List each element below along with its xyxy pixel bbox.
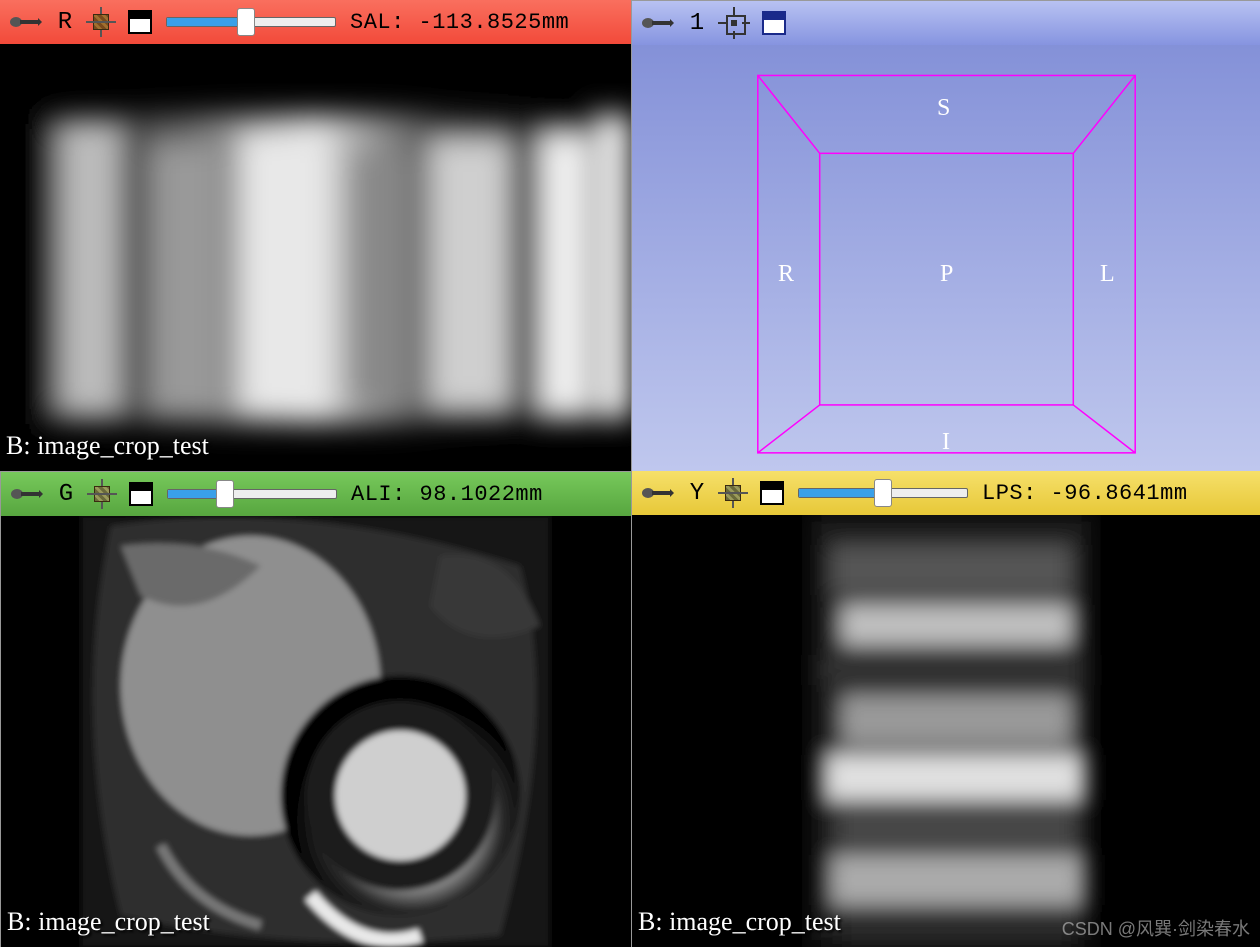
scan-image-yellow	[632, 515, 1260, 947]
readout-value: -96.8641mm	[1051, 481, 1188, 506]
pane-3d: 1 S I R L P	[631, 0, 1260, 471]
axis-letter-green: G	[57, 481, 75, 508]
center-view-icon[interactable]	[720, 9, 748, 37]
toolbar-3d: 1	[632, 1, 1260, 45]
layout-icon[interactable]	[129, 482, 153, 506]
pin-icon[interactable]	[640, 484, 674, 502]
readout-value: 98.1022mm	[420, 482, 543, 507]
cube-label-r: R	[778, 261, 794, 288]
overlay-label-red: B: image_crop_test	[6, 431, 209, 461]
watermark: CSDN @风巽·剑染春水	[1062, 915, 1250, 941]
readout-green: ALI: 98.1022mm	[351, 482, 543, 507]
axis-letter-yellow: Y	[688, 480, 706, 507]
pin-icon[interactable]	[640, 14, 674, 32]
crosshair-icon[interactable]	[88, 9, 114, 35]
layout-icon[interactable]	[128, 10, 152, 34]
readout-prefix: SAL:	[350, 10, 405, 35]
crosshair-icon[interactable]	[89, 481, 115, 507]
viewport-yellow[interactable]: B: image_crop_test CSDN @风巽·剑染春水	[632, 515, 1260, 947]
axis-letter-red: R	[56, 9, 74, 36]
pin-icon[interactable]	[8, 13, 42, 31]
toolbar-red: R SAL: -113.8525mm	[0, 0, 631, 44]
pane-red: R SAL: -113.8525mm	[0, 0, 631, 471]
scan-image-green	[1, 516, 631, 947]
cube-label-i: I	[942, 429, 950, 456]
pin-icon[interactable]	[9, 485, 43, 503]
readout-prefix: ALI:	[351, 482, 406, 507]
viewport-red[interactable]: B: image_crop_test	[0, 44, 631, 471]
readout-value: -113.8525mm	[419, 10, 570, 35]
readout-prefix: LPS:	[982, 481, 1037, 506]
axis-letter-3d: 1	[688, 10, 706, 37]
toolbar-green: G ALI: 98.1022mm	[1, 472, 631, 516]
overlay-label-yellow: B: image_crop_test	[638, 907, 841, 937]
layout-icon[interactable]	[760, 481, 784, 505]
viewport-3d[interactable]: S I R L P	[632, 45, 1260, 471]
overlay-label-green: B: image_crop_test	[7, 907, 210, 937]
readout-red: SAL: -113.8525mm	[350, 10, 569, 35]
layout-icon[interactable]	[762, 11, 786, 35]
viewport-green[interactable]: B: image_crop_test	[1, 516, 631, 947]
cube-label-p: P	[940, 261, 953, 288]
slice-slider-red[interactable]	[166, 12, 336, 32]
toolbar-yellow: Y LPS: -96.8641mm	[632, 471, 1260, 515]
pane-yellow: Y LPS: -96.8641mm	[631, 471, 1260, 947]
slice-slider-yellow[interactable]	[798, 483, 968, 503]
pane-green: G ALI: 98.1022mm	[0, 471, 631, 947]
cube-label-l: L	[1100, 261, 1115, 288]
crosshair-icon[interactable]	[720, 480, 746, 506]
cube-label-s: S	[937, 95, 950, 122]
readout-yellow: LPS: -96.8641mm	[982, 481, 1188, 506]
slice-slider-green[interactable]	[167, 484, 337, 504]
scan-image-red	[0, 44, 631, 471]
